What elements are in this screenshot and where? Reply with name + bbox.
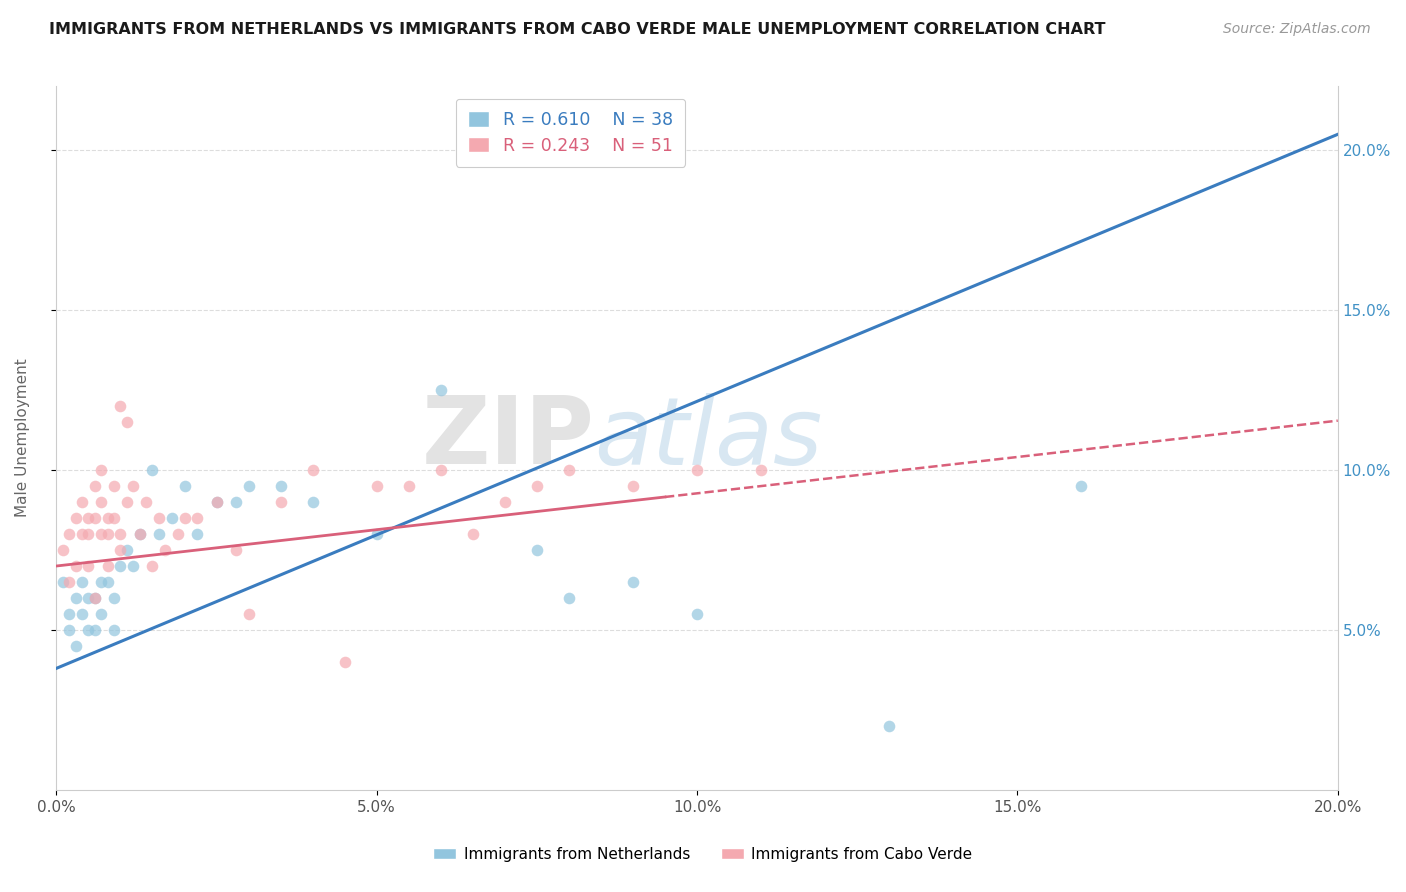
Point [65, 639, 87, 653]
Point [160, 511, 183, 525]
Point [122, 559, 145, 574]
Point [333, 655, 356, 669]
Y-axis label: Male Unemployment: Male Unemployment [15, 359, 30, 517]
Point [115, 543, 138, 558]
Point [270, 479, 292, 493]
Point [52, 543, 75, 558]
Point [558, 463, 581, 477]
Point [621, 574, 644, 589]
Point [225, 543, 247, 558]
Point [77, 591, 100, 605]
Point [173, 511, 195, 525]
Point [186, 511, 208, 525]
Point [97, 559, 120, 574]
Point [83, 479, 105, 493]
Point [70, 527, 93, 541]
Point [83, 511, 105, 525]
Point [173, 479, 195, 493]
Point [77, 623, 100, 637]
Point [366, 479, 388, 493]
Point [141, 559, 163, 574]
Point [90, 495, 112, 509]
Point [65, 559, 87, 574]
Point [621, 479, 644, 493]
Point [97, 511, 120, 525]
Point [877, 719, 900, 733]
Text: IMMIGRANTS FROM NETHERLANDS VS IMMIGRANTS FROM CABO VERDE MALE UNEMPLOYMENT CORR: IMMIGRANTS FROM NETHERLANDS VS IMMIGRANT… [49, 22, 1105, 37]
Point [526, 479, 548, 493]
Point [83, 591, 105, 605]
Text: ZIP: ZIP [422, 392, 595, 484]
Point [110, 543, 132, 558]
Text: Source: ZipAtlas.com: Source: ZipAtlas.com [1223, 22, 1371, 37]
Point [238, 479, 260, 493]
Point [110, 559, 132, 574]
Point [270, 495, 292, 509]
Point [135, 495, 157, 509]
Point [70, 495, 93, 509]
Text: atlas: atlas [595, 392, 823, 483]
Point [186, 527, 208, 541]
Point [77, 559, 100, 574]
Point [70, 607, 93, 621]
Point [225, 495, 247, 509]
Point [205, 495, 228, 509]
Point [128, 527, 150, 541]
Point [155, 543, 177, 558]
Point [110, 527, 132, 541]
Point [366, 527, 388, 541]
Point [749, 463, 772, 477]
Point [558, 591, 581, 605]
Point [148, 511, 170, 525]
Point [122, 479, 145, 493]
Point [52, 574, 75, 589]
Point [97, 574, 120, 589]
Point [103, 623, 125, 637]
Point [90, 607, 112, 621]
Point [110, 399, 132, 413]
Point [115, 415, 138, 429]
Point [90, 527, 112, 541]
Point [83, 591, 105, 605]
Legend: R = 0.610    N = 38, R = 0.243    N = 51: R = 0.610 N = 38, R = 0.243 N = 51 [456, 98, 685, 167]
Point [58, 623, 80, 637]
Point [128, 527, 150, 541]
Point [494, 495, 516, 509]
Legend: Immigrants from Netherlands, Immigrants from Cabo Verde: Immigrants from Netherlands, Immigrants … [427, 841, 979, 868]
Point [301, 495, 323, 509]
Point [301, 463, 323, 477]
Point [103, 591, 125, 605]
Point [461, 527, 484, 541]
Point [167, 527, 190, 541]
Point [77, 527, 100, 541]
Point [65, 511, 87, 525]
Point [148, 527, 170, 541]
Point [90, 463, 112, 477]
Point [430, 463, 453, 477]
Point [83, 623, 105, 637]
Point [103, 479, 125, 493]
Point [686, 463, 709, 477]
Point [430, 383, 453, 397]
Point [70, 574, 93, 589]
Point [1070, 479, 1092, 493]
Point [103, 511, 125, 525]
Point [90, 574, 112, 589]
Point [77, 511, 100, 525]
Point [141, 463, 163, 477]
Point [115, 495, 138, 509]
Point [526, 543, 548, 558]
Point [398, 479, 420, 493]
Point [686, 607, 709, 621]
Point [238, 607, 260, 621]
Point [58, 607, 80, 621]
Point [205, 495, 228, 509]
Point [97, 527, 120, 541]
Point [58, 527, 80, 541]
Point [58, 574, 80, 589]
Point [65, 591, 87, 605]
